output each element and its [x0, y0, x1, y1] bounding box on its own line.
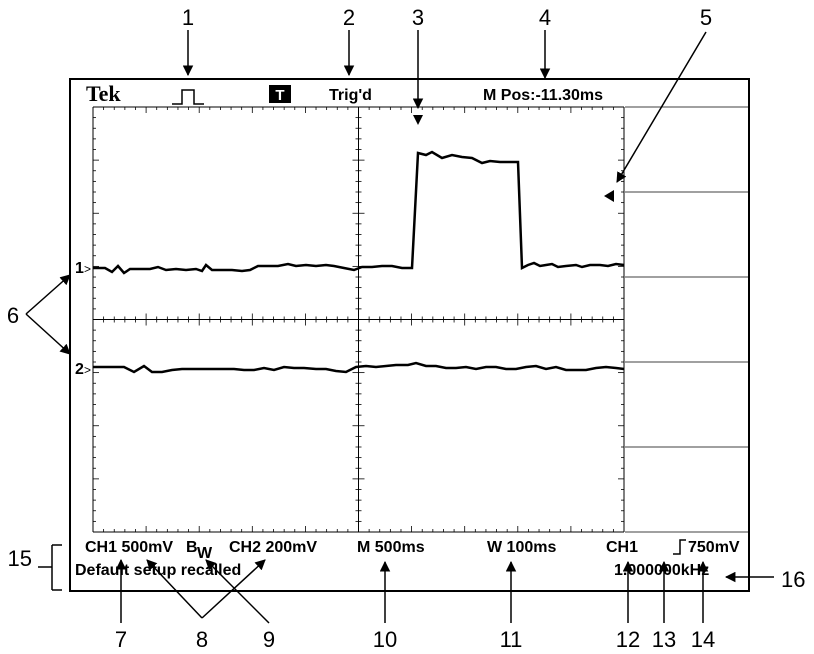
graticule: [92, 106, 625, 533]
callout-5: 5: [700, 5, 712, 30]
trigger-badge: [269, 85, 291, 103]
callout-7: 7: [115, 627, 127, 652]
callout-1: 1: [182, 5, 194, 30]
callout-8: 8: [196, 627, 208, 652]
side-menu: [625, 106, 749, 533]
callout-15: 15: [8, 546, 32, 571]
main-timebase: M 500ms: [357, 539, 425, 556]
ch1-marker-arrow: >: [84, 262, 91, 276]
callout-10: 10: [373, 627, 397, 652]
main-position: M Pos:-11.30ms: [483, 87, 603, 104]
callout-9: 9: [263, 627, 275, 652]
ch1-scale: CH1 500mV: [85, 539, 173, 556]
callout-13: 13: [652, 627, 676, 652]
callout-6: 6: [7, 303, 19, 328]
ch1-bandwidth-mark: B: [186, 539, 198, 556]
trigger-source: CH1: [606, 539, 638, 556]
ch2-scale: CH2 200mV: [229, 539, 317, 556]
callout-12: 12: [616, 627, 640, 652]
ch2-waveform: [93, 361, 625, 374]
ch2-ground-marker: 2: [75, 361, 84, 378]
screen-frame: [69, 78, 750, 592]
callout-11: 11: [500, 627, 523, 652]
ch1-waveform: [93, 150, 625, 275]
ch2-marker-arrow: >: [84, 363, 91, 377]
callout-14: 14: [691, 627, 715, 652]
callout-2: 2: [343, 5, 355, 30]
callout-4: 4: [539, 5, 551, 30]
trigger-position-marker: [413, 115, 423, 125]
trigger-level-marker: [604, 190, 614, 202]
brand-logo: Tek: [86, 81, 121, 106]
bandwidth-w-mark: W: [197, 545, 213, 562]
ch1-ground-marker: 1: [75, 260, 84, 277]
callout-16: 16: [781, 567, 805, 592]
window-timebase: W 100ms: [487, 539, 556, 556]
callout-leaders: [25, 30, 774, 624]
trigger-level: 750mV: [688, 539, 740, 556]
acquisition-mode-icon: [172, 89, 204, 105]
trigger-status: Trig'd: [329, 87, 372, 104]
trigger-slope-icon: [673, 539, 686, 555]
callout-3: 3: [412, 5, 424, 30]
trigger-badge-label: T: [275, 87, 284, 104]
